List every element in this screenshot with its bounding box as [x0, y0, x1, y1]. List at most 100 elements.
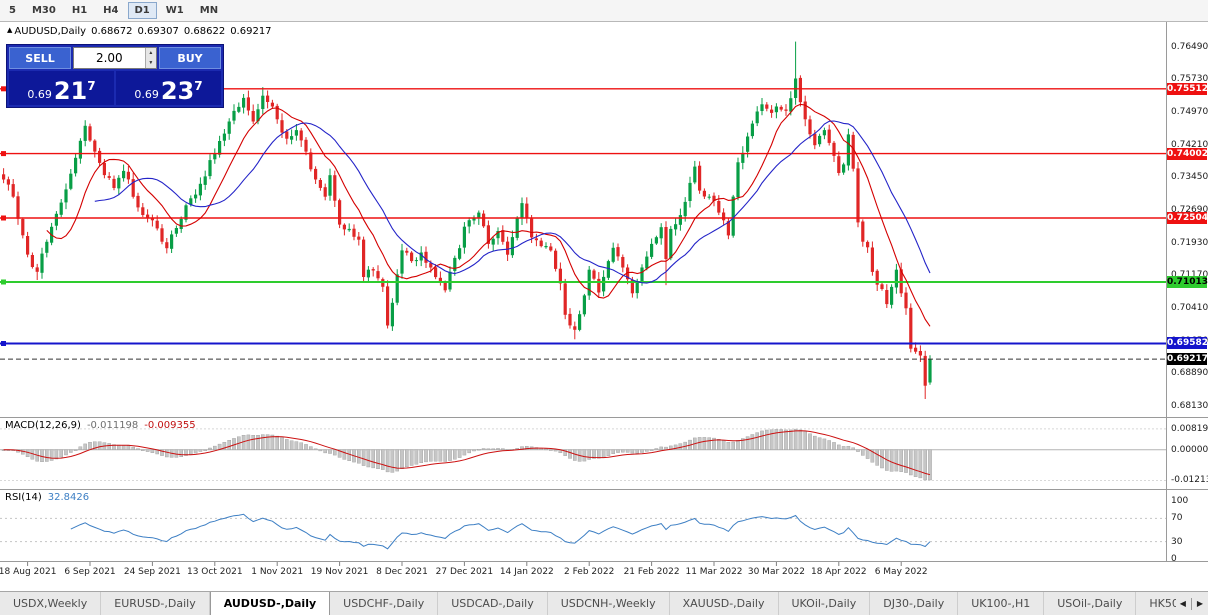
- date-axis-label: 24 Sep 2021: [123, 567, 181, 577]
- panel-separator: [0, 489, 1208, 490]
- date-axis-label: 21 Feb 2022: [623, 567, 680, 577]
- sell-price-display: 0.69 21 7: [9, 71, 114, 105]
- macd-main-value: -0.011198: [86, 420, 139, 431]
- sell-price-big: 21: [53, 77, 88, 105]
- current-price-tag: 0.69217: [1167, 353, 1208, 366]
- chart-tab-ukoil-daily[interactable]: UKOil-,Daily: [778, 592, 871, 615]
- price-axis-tick: 0.76490: [1171, 41, 1208, 52]
- date-axis-label: 27 Dec 2021: [435, 567, 494, 577]
- price-level-tag: 0.74002: [1167, 147, 1208, 160]
- chart-tab-eurusd-daily[interactable]: EURUSD-,Daily: [101, 592, 210, 615]
- price-axis-tick: 0.68890: [1171, 368, 1208, 379]
- chart-tab-usdchf-daily[interactable]: USDCHF-,Daily: [330, 592, 439, 615]
- buy-price-base: 0.69: [134, 88, 159, 101]
- buy-price-big: 23: [160, 77, 195, 105]
- timeframe-button-h4[interactable]: H4: [96, 2, 125, 19]
- date-axis-label: 13 Oct 2021: [186, 567, 243, 577]
- chart-tab-dj30-daily[interactable]: DJ30-,Daily: [870, 592, 959, 615]
- macd-title: MACD(12,26,9): [5, 420, 81, 431]
- macd-axis-tick: 0.00819: [1171, 423, 1208, 434]
- one-click-trading-panel: SELL ▲ ▼ BUY 0.69 21 7 0.69 23 7: [6, 44, 224, 108]
- volume-input[interactable]: [74, 48, 145, 68]
- date-axis-label: 30 Mar 2022: [747, 567, 805, 577]
- date-axis-label: 6 May 2022: [874, 567, 928, 577]
- price-axis-tick: 0.72690: [1171, 204, 1208, 215]
- timeframe-button-h1[interactable]: H1: [65, 2, 94, 19]
- chart-tab-usoil-daily[interactable]: USOil-,Daily: [1044, 592, 1137, 615]
- date-axis-label: 11 Mar 2022: [685, 567, 743, 577]
- panel-separator: [0, 417, 1208, 418]
- chart-tab-usdcad-daily[interactable]: USDCAD-,Daily: [438, 592, 548, 615]
- chart-tab-usdcnh-weekly[interactable]: USDCNH-,Weekly: [547, 592, 670, 615]
- chart-ohlc-header: ▲ AUDUSD,Daily 0.68672 0.69307 0.68622 0.6921…: [7, 26, 272, 37]
- timeframe-toolbar: 5 M30 H1 H4 D1 W1 MN: [0, 0, 1208, 22]
- price-axis-tick: 0.75730: [1171, 74, 1208, 85]
- chart-tab-uk100-h1[interactable]: UK100-,H1: [958, 592, 1045, 615]
- price-axis-tick: 0.74210: [1171, 139, 1208, 150]
- price-axis-tick: 0.71170: [1171, 270, 1208, 280]
- price-axis: 0.76490 0.75730 0.74970 0.74210 0.73450 0.726…: [1166, 0, 1208, 584]
- timeframe-button-w1[interactable]: W1: [159, 2, 191, 19]
- price-axis-tick: 0.71930: [1171, 237, 1208, 248]
- chart-canvas[interactable]: [0, 0, 1166, 584]
- chart-tab-audusd-daily[interactable]: AUDUSD-,Daily: [209, 592, 331, 615]
- date-axis-label: 2 Feb 2022: [564, 567, 615, 577]
- tab-scroll-right-icon[interactable]: ▶: [1196, 599, 1203, 608]
- date-axis-label: 19 Nov 2021: [310, 567, 369, 577]
- volume-control: ▲ ▼: [73, 47, 157, 69]
- macd-signal-value: -0.009355: [144, 420, 196, 431]
- macd-axis-tick: 0.00000: [1171, 444, 1208, 455]
- panel-separator: [0, 561, 1208, 562]
- rsi-axis-tick: 0: [1171, 554, 1177, 565]
- sell-button[interactable]: SELL: [9, 47, 71, 69]
- volume-decrease-button[interactable]: ▼: [145, 58, 156, 68]
- timeframe-button-mn[interactable]: MN: [193, 2, 225, 19]
- timeframe-button-5[interactable]: 5: [2, 2, 23, 19]
- price-level-tag: 0.72504: [1167, 211, 1208, 224]
- chart-tab-hk50[interactable]: HK50-,: [1136, 592, 1176, 615]
- rsi-axis-tick: 100: [1171, 495, 1189, 506]
- symbol-period-label: AUDUSD,Daily: [14, 26, 87, 37]
- tab-scroll-left-icon[interactable]: ◀: [1179, 599, 1186, 608]
- chart-tab-xauusd-daily[interactable]: XAUUSD-,Daily: [669, 592, 779, 615]
- price-axis-tick: 0.73450: [1171, 172, 1208, 183]
- high-value: 0.69307: [137, 26, 179, 37]
- date-axis-label: 8 Dec 2021: [376, 567, 428, 577]
- timeframe-button-d1[interactable]: D1: [127, 2, 157, 19]
- volume-increase-button[interactable]: ▲: [145, 48, 156, 58]
- open-value: 0.68672: [91, 26, 133, 37]
- low-value: 0.68622: [183, 26, 226, 37]
- price-axis-tick: 0.70410: [1171, 302, 1208, 313]
- buy-button[interactable]: BUY: [159, 47, 221, 69]
- chart-tab-bar: USDX,Weekly EURUSD-,Daily AUDUSD-,Daily USD…: [0, 591, 1208, 615]
- date-axis: 18 Aug 2021 6 Sep 2021 24 Sep 2021 13 Oct 2…: [0, 562, 1166, 584]
- buy-price-pip: 7: [194, 79, 203, 93]
- date-axis-label: 1 Nov 2021: [251, 567, 304, 577]
- sell-price-pip: 7: [87, 79, 96, 93]
- sell-price-base: 0.69: [27, 88, 52, 101]
- symbol-marker-icon: ▲: [7, 26, 13, 34]
- rsi-value: 32.8426: [47, 492, 90, 503]
- rsi-panel-header: RSI(14) 32.8426: [5, 492, 89, 503]
- close-value: 0.69217: [230, 26, 272, 37]
- price-level-tag: 0.69582: [1167, 337, 1208, 350]
- tab-scroll-controls: ◀ ▶: [1178, 592, 1208, 615]
- rsi-title: RSI(14): [5, 492, 42, 503]
- rsi-axis-tick: 30: [1171, 536, 1183, 547]
- axis-separator: [1166, 22, 1167, 562]
- chart-tab-usdx-weekly[interactable]: USDX,Weekly: [0, 592, 102, 615]
- chart-tabs: USDX,Weekly EURUSD-,Daily AUDUSD-,Daily USD…: [0, 592, 1176, 615]
- timeframe-button-m30[interactable]: M30: [25, 2, 63, 19]
- date-axis-label: 18 Apr 2022: [810, 567, 867, 577]
- date-axis-label: 14 Jan 2022: [499, 567, 554, 577]
- price-axis-tick: 0.74970: [1171, 107, 1208, 118]
- price-axis-tick: 0.68130: [1171, 400, 1208, 411]
- buy-price-display: 0.69 23 7: [116, 71, 221, 105]
- rsi-axis-tick: 70: [1171, 513, 1183, 524]
- date-axis-label: 18 Aug 2021: [0, 567, 57, 577]
- date-axis-label: 6 Sep 2021: [64, 567, 116, 577]
- price-level-tag: 0.75512: [1167, 82, 1208, 95]
- price-level-tag: 0.71013: [1167, 276, 1208, 288]
- macd-axis-tick: -0.01213: [1171, 475, 1208, 486]
